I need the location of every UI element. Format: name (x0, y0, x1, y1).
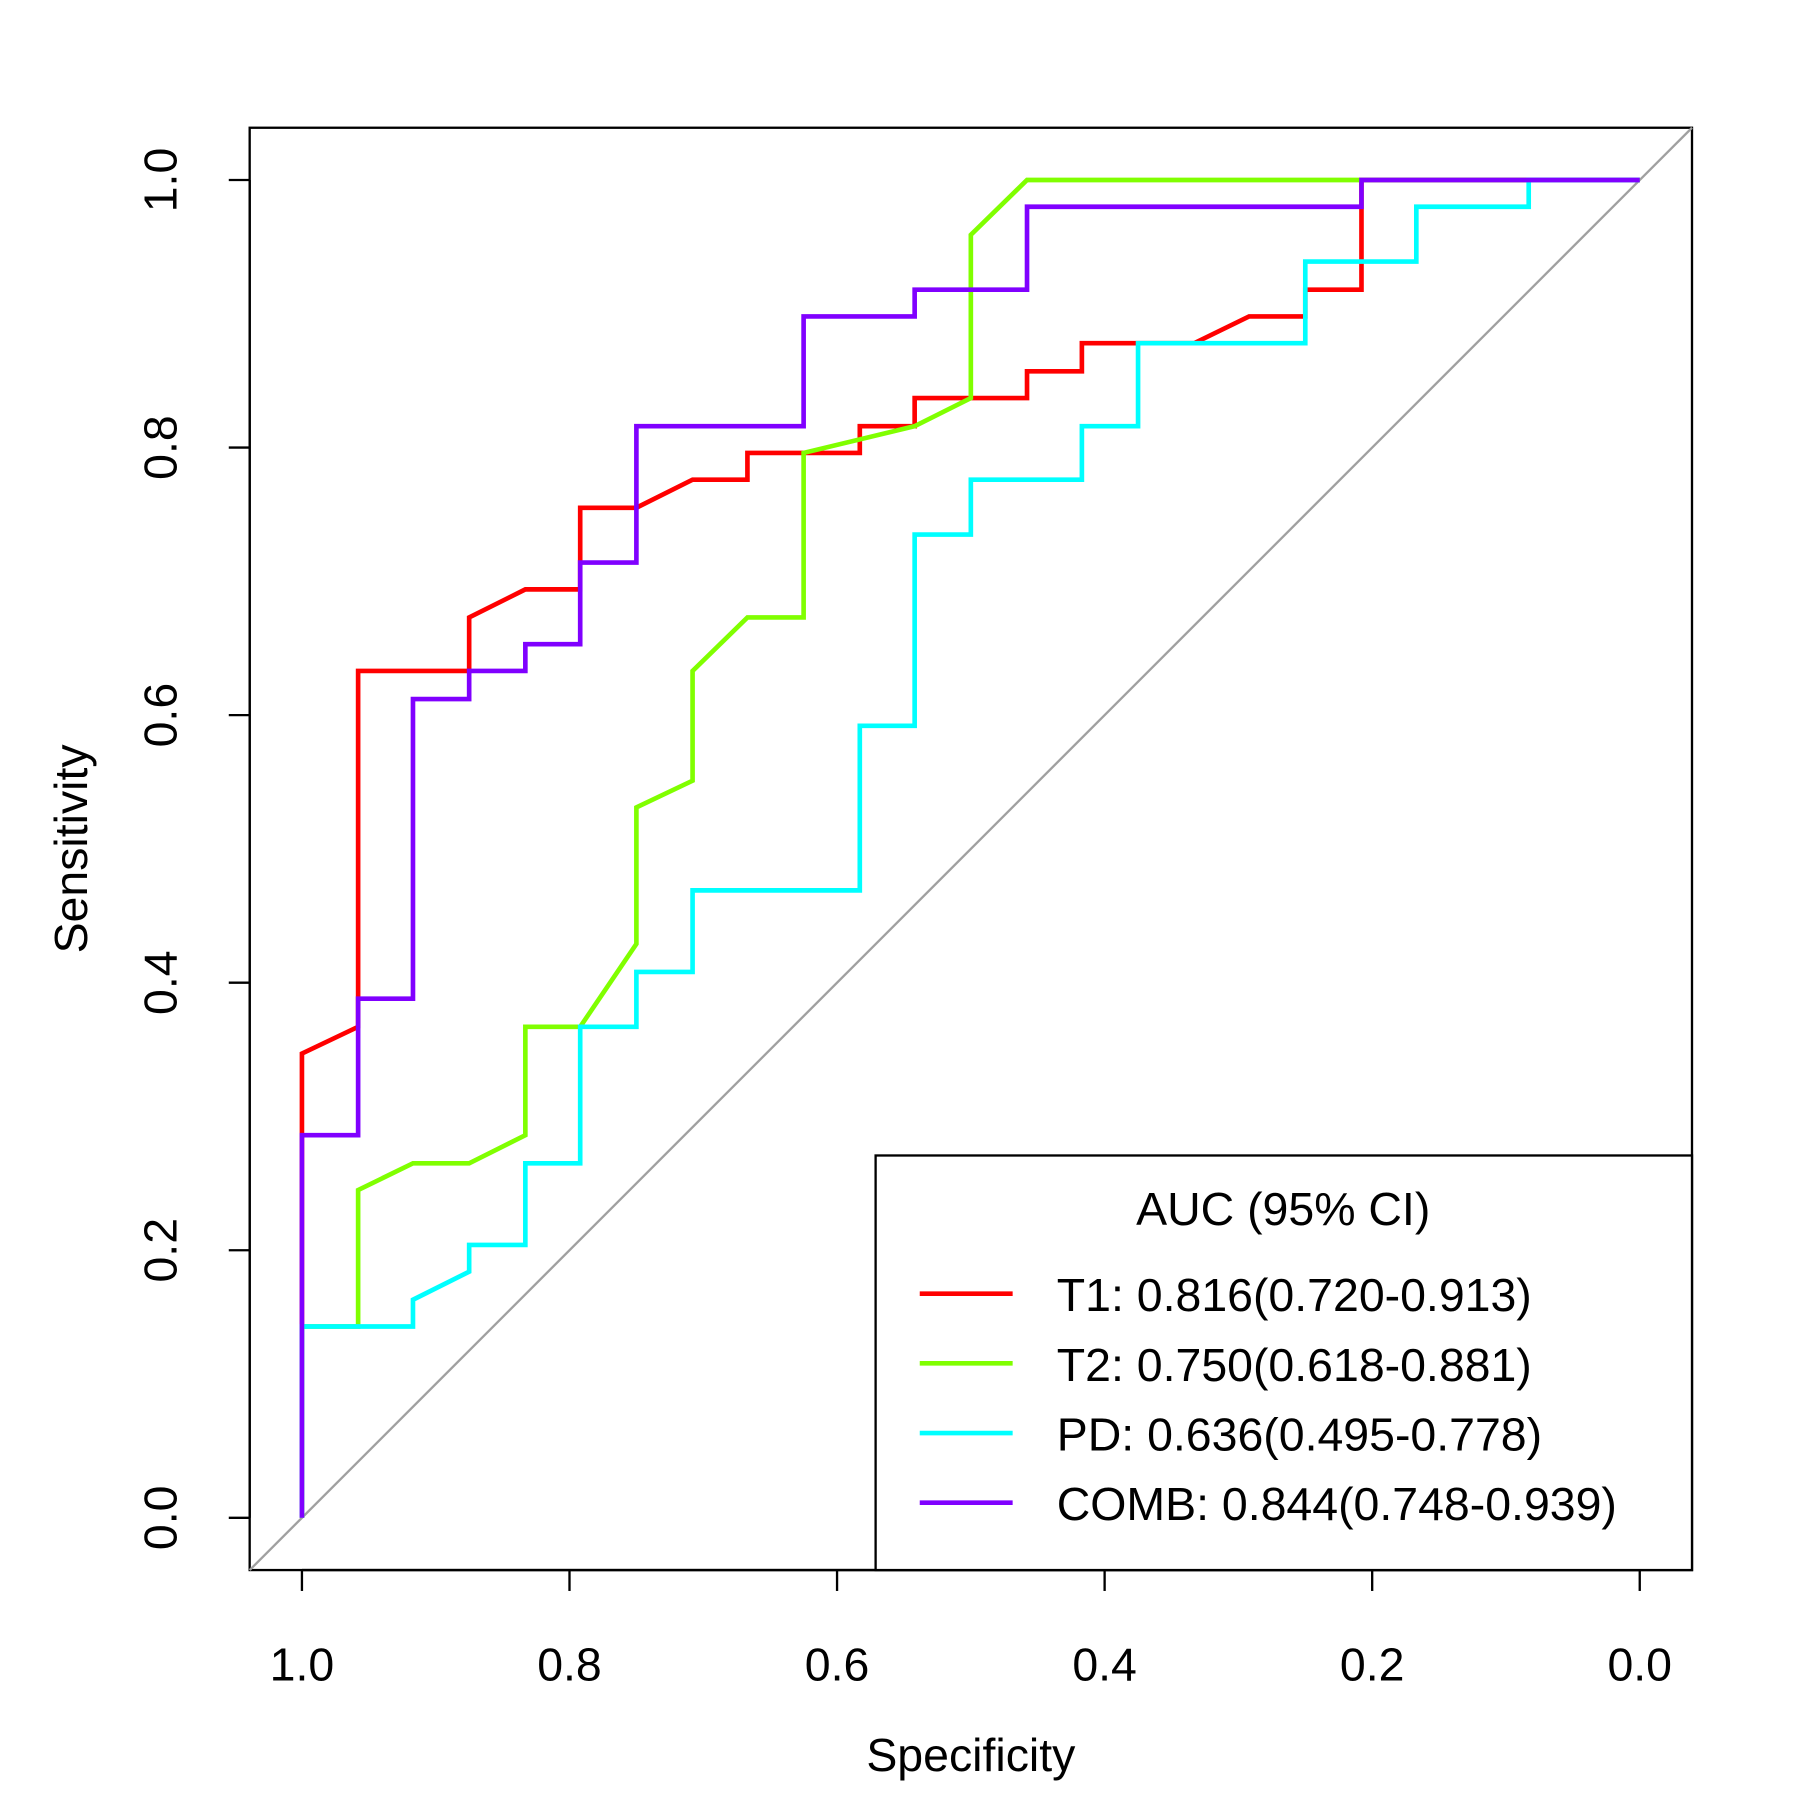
y-axis-label: Sensitivity (45, 744, 97, 954)
legend-label-t1: T1: 0.816(0.720-0.913) (1057, 1269, 1532, 1321)
roc-curve-pd (299, 177, 1640, 1518)
y-tick-label: 0.2 (135, 1218, 187, 1283)
legend: AUC (95% CI) T1: 0.816(0.720-0.913) T2: 0… (874, 1154, 1694, 1572)
x-axis-label: Specificity (866, 1729, 1076, 1781)
roc-curve-comb (299, 177, 1640, 1518)
y-tick-label: 0.4 (135, 950, 187, 1015)
x-tick-label: 0.4 (1072, 1638, 1137, 1690)
y-tick-label: 1.0 (135, 148, 187, 213)
y-tick-label: 0.0 (135, 1486, 187, 1551)
x-tick-label: 0.6 (805, 1638, 870, 1690)
x-tick-label: 0.2 (1340, 1638, 1405, 1690)
x-tick-label: 1.0 (270, 1638, 335, 1690)
y-tick-label: 0.8 (135, 415, 187, 480)
y-tick-label: 0.6 (135, 683, 187, 748)
x-tick-label: 0.8 (537, 1638, 602, 1690)
legend-title: AUC (95% CI) (1136, 1183, 1430, 1235)
legend-label-comb: COMB: 0.844(0.748-0.939) (1057, 1478, 1617, 1530)
roc-curve-t2 (299, 177, 1640, 1518)
legend-label-t2: T2: 0.750(0.618-0.881) (1057, 1339, 1532, 1391)
legend-label-pd: PD: 0.636(0.495-0.778) (1057, 1408, 1542, 1460)
x-tick-label: 0.0 (1607, 1638, 1672, 1690)
reference-diagonal (248, 126, 1693, 1571)
